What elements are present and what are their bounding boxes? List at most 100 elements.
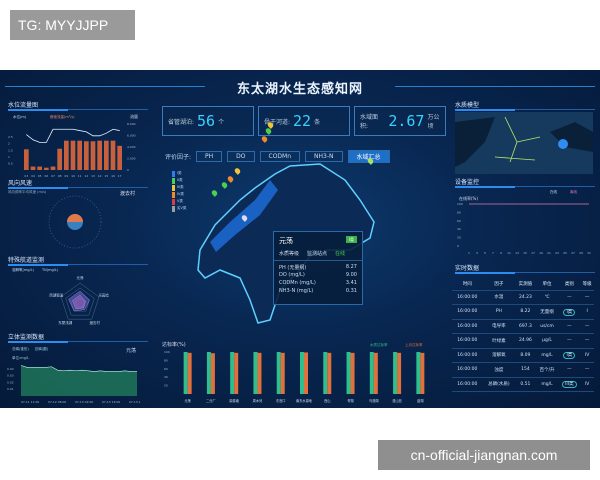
wl-bar — [104, 140, 109, 170]
radar-legend: 溶解氧(mg/L) TN(mg/L) — [12, 268, 58, 273]
device-x-tick: 31 — [587, 251, 591, 255]
class-badge: I类 — [563, 352, 576, 360]
dashboard: 东太湖水生态感知网 水位流量图 水位(m) 断面流量(m³/s) 流量 03 04 05 0… — [0, 70, 600, 408]
realtime-table: 时间 因子 实测值 单位 类别 等级 16:00:00 水温 24.23 ℃ — —16:00:00 P… — [452, 278, 594, 392]
popup-station-name: 元荡 — [279, 237, 293, 245]
table-cell: III类 — [558, 377, 581, 392]
factor-ph-button[interactable]: PH — [196, 151, 223, 162]
map-legend-item: II类 — [172, 177, 186, 184]
factor-nh3n-button[interactable]: NH3-N — [305, 151, 343, 162]
factor-label: 评价因子: — [165, 154, 192, 161]
legend-label: 劣V类 — [177, 206, 187, 210]
wl-bar — [70, 140, 76, 170]
compliance-bar — [350, 352, 355, 394]
device-legend-online: 在线 — [550, 189, 558, 194]
popup-row-b: 监测站点 — [307, 251, 328, 257]
wl-bar — [77, 140, 82, 170]
legend-label: III类 — [177, 185, 184, 189]
table-header: 时间 因子 实测值 单位 类别 等级 — [452, 278, 594, 291]
bar-x-label: 胥湖 — [347, 398, 353, 403]
wl-x-tick: 03 — [24, 174, 28, 178]
wl-x-tick: 05 — [38, 174, 42, 178]
device-y-tick: 80 — [457, 210, 461, 214]
radar-series — [72, 294, 86, 310]
column-header: 时间 — [452, 278, 483, 291]
wl-left-tick: 0.5 — [8, 161, 13, 165]
table-cell: 154 — [515, 362, 536, 378]
bar-x-label: 东宫口 — [276, 398, 286, 403]
column-header: 单位 — [535, 278, 559, 291]
water-model-map[interactable] — [455, 112, 593, 174]
compliance-bar — [304, 352, 308, 394]
device-x-tick: 15 — [523, 251, 527, 255]
table-cell: — — [580, 362, 594, 378]
stereo-station: 元荡 — [126, 348, 137, 354]
bar-x-label: 乌澳湖 — [369, 398, 379, 403]
bar-y-tick: 60 — [164, 367, 168, 371]
stereo-unit: 单位:mg/L — [12, 356, 29, 360]
wl-line — [26, 128, 120, 143]
device-y-tick: 0 — [457, 244, 459, 248]
wl-x-tick: 12 — [84, 174, 88, 178]
page-title: 东太湖水生态感知网 — [236, 82, 363, 97]
wind-station: 渡去村 — [120, 191, 136, 197]
legend-swatch — [172, 198, 175, 205]
table-cell: us/cm — [535, 319, 559, 334]
wl-x-tick: 08 — [58, 174, 62, 178]
table-cell: I类 — [558, 304, 581, 320]
map-legend-item: III类 — [172, 184, 186, 191]
panel-title-special: 特殊航道监测 — [8, 255, 148, 266]
bar-y-tick: 100 — [164, 350, 170, 354]
device-x-tick: 17 — [531, 251, 535, 255]
popup-row-a: 水质等级 — [279, 251, 300, 257]
stat-value: 56 — [197, 112, 216, 130]
compliance-bar — [230, 352, 235, 394]
table-cell: — — [558, 319, 581, 334]
radar-grid — [65, 287, 95, 316]
column-header: 实测值 — [515, 278, 536, 291]
wl-bar — [117, 145, 122, 170]
bar-x-label: 鼎泰塘 — [229, 398, 239, 403]
device-x-tick: 29 — [579, 251, 583, 255]
device-x-tick: 25 — [563, 251, 567, 255]
popup-item-value: 0.31 — [345, 288, 357, 294]
table-cell: ℃ — [535, 290, 559, 305]
table-cell: 电导率 — [482, 319, 516, 334]
column-header: 因子 — [482, 278, 516, 291]
wl-left-tick: 1.5 — [8, 148, 13, 152]
wl-x-tick: 10 — [71, 174, 75, 178]
table-cell: 16:00:00 — [452, 304, 483, 320]
compliance-bar — [416, 352, 421, 394]
column-header: 类别 — [558, 278, 581, 291]
station-pin-icon[interactable] — [260, 135, 269, 143]
stat-unit: 万公顷 — [427, 114, 440, 130]
factor-codmn-button[interactable]: CODMn — [259, 151, 301, 162]
bar-legend-2: 上月达标率 — [405, 342, 423, 347]
panel-title-realtime: 实时数据 — [455, 263, 595, 274]
compliance-bar — [323, 352, 328, 394]
device-x-tick: 1 — [468, 251, 470, 255]
stereo-y-tick: 0.01 — [7, 387, 14, 391]
legend-label: I类 — [177, 171, 182, 175]
device-y-tick: 20 — [457, 236, 461, 240]
device-x-tick: 5 — [484, 251, 486, 255]
wl-x-tick: 04 — [31, 174, 35, 178]
legend-label: V类 — [177, 199, 183, 203]
factor-do-button[interactable]: DO — [227, 151, 255, 162]
wl-x-tick: 06 — [44, 174, 48, 178]
wl-x-tick: 09 — [64, 174, 68, 178]
station-popup: 元荡 I类 水质等级 监测站点 在线 PH (无量纲) 8.27 DO (mg/L)… — [273, 231, 363, 305]
radar-legend-2: TN(mg/L) — [42, 268, 59, 272]
bar-chart-title: 达标率(%) — [162, 341, 186, 348]
map-legend-item: I类 — [172, 170, 186, 177]
wl-left-tick: 2 — [8, 142, 10, 146]
wind-subtitle: 风向频率平均风速 (m/s) — [8, 190, 47, 194]
stat-label: 水域面积: — [360, 114, 379, 130]
wl-bar — [97, 140, 102, 170]
wind-ring — [48, 195, 102, 249]
table-cell: 16:00:00 — [452, 333, 483, 349]
stereo-line — [20, 365, 137, 372]
table-row: 16:00:00 总磷(水质) 0.51 mg/L III类 IV — [452, 377, 594, 392]
stereo-y-tick: 0.04 — [7, 367, 14, 371]
